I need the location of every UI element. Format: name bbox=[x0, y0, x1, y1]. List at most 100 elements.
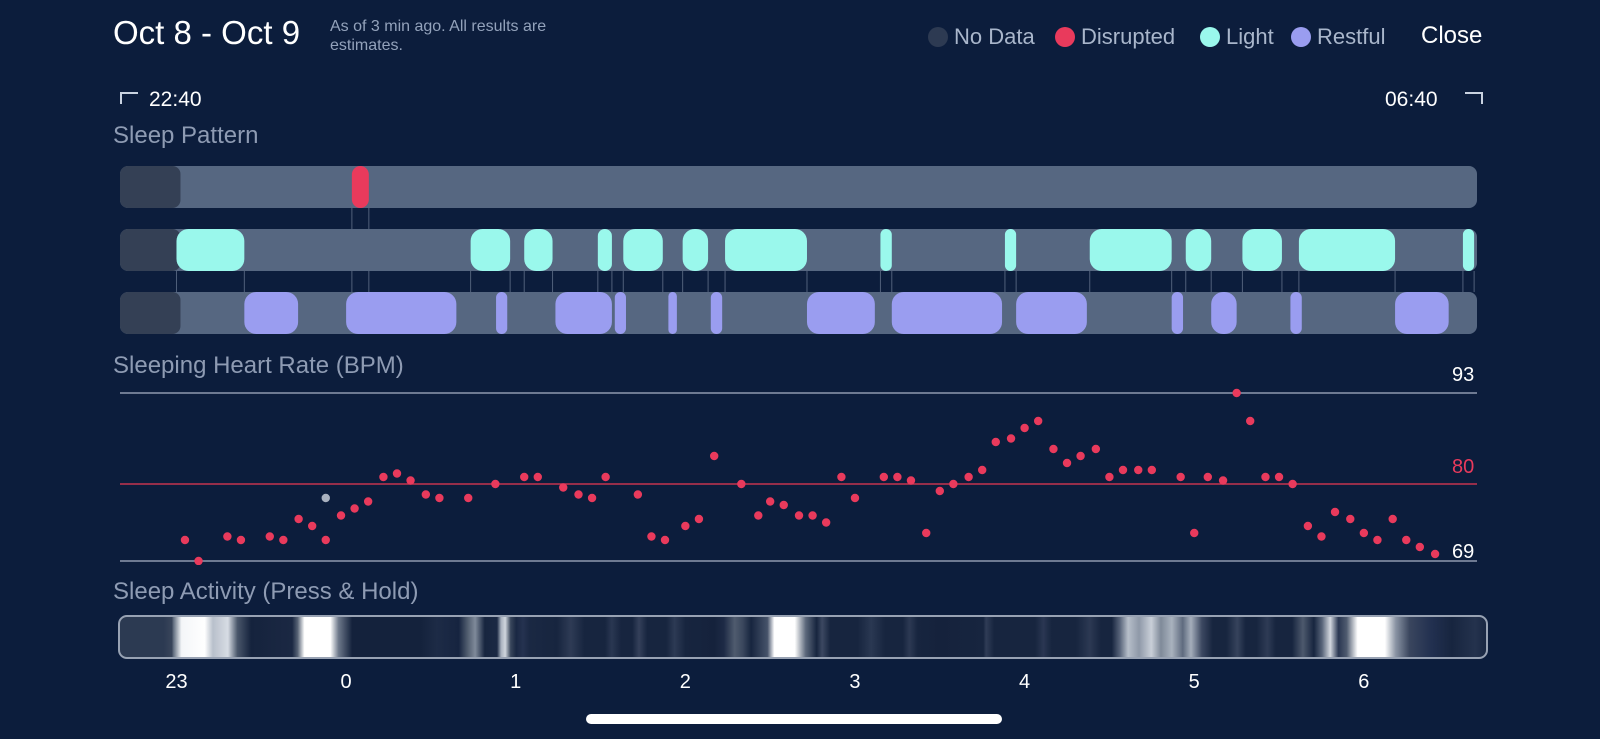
hr-point bbox=[307, 521, 317, 531]
restful-segment bbox=[555, 292, 612, 334]
sleep-activity-bar[interactable] bbox=[118, 615, 1488, 659]
pattern-no-data-2 bbox=[120, 292, 181, 334]
light-segment bbox=[1242, 229, 1282, 271]
restful-segment bbox=[1290, 292, 1302, 334]
hr-point bbox=[265, 532, 274, 541]
hr-point bbox=[1288, 479, 1297, 489]
hr-point bbox=[294, 514, 303, 524]
x-tick-label: 0 bbox=[340, 671, 352, 693]
hr-point bbox=[964, 472, 973, 482]
hr-point bbox=[694, 514, 704, 524]
light-segment bbox=[682, 229, 709, 271]
hr-point bbox=[180, 535, 190, 545]
light-segment bbox=[725, 229, 807, 271]
light-segment bbox=[176, 229, 245, 271]
hr-point bbox=[1261, 472, 1270, 482]
hr-point bbox=[754, 511, 763, 520]
restful-segment bbox=[891, 292, 1003, 334]
hr-point bbox=[533, 472, 542, 482]
hr-point bbox=[1317, 532, 1326, 541]
restful-segment bbox=[710, 292, 723, 334]
light-segment bbox=[880, 229, 892, 271]
light-segment bbox=[1462, 229, 1475, 271]
close-button[interactable]: Close bbox=[1421, 22, 1483, 49]
hr-point bbox=[1176, 472, 1185, 482]
x-tick-label: 1 bbox=[510, 671, 522, 693]
hr-point bbox=[808, 511, 817, 520]
hr-point bbox=[1147, 465, 1157, 475]
sleep-pattern-chart[interactable] bbox=[0, 0, 1600, 340]
hr-point bbox=[991, 437, 1000, 447]
hr-point bbox=[906, 476, 916, 485]
hr-point bbox=[709, 451, 719, 461]
hr-point bbox=[1118, 465, 1128, 475]
hr-point bbox=[1062, 458, 1072, 468]
legend-no-data-label: No Data bbox=[954, 24, 1035, 49]
hr-point bbox=[363, 497, 373, 506]
home-indicator[interactable] bbox=[586, 714, 1002, 724]
restful-dot-icon bbox=[1291, 27, 1311, 47]
light-segment bbox=[470, 229, 511, 271]
hr-point bbox=[1105, 472, 1114, 482]
hr-point bbox=[1359, 528, 1369, 538]
hr-point bbox=[794, 511, 804, 520]
hr-point bbox=[336, 511, 346, 520]
legend-disrupted: Disrupted bbox=[1055, 24, 1175, 50]
hr-point bbox=[1388, 514, 1397, 524]
x-tick-label: 23 bbox=[165, 671, 188, 693]
pattern-no-data-0 bbox=[120, 166, 181, 208]
hr-point bbox=[1006, 434, 1016, 443]
hr-point bbox=[1346, 514, 1355, 524]
hr-point bbox=[491, 479, 500, 489]
hr-point bbox=[435, 493, 444, 503]
hr-point bbox=[949, 479, 958, 489]
hr-point bbox=[1303, 521, 1313, 531]
hr-point bbox=[1091, 444, 1101, 454]
hr-point bbox=[1402, 535, 1411, 545]
range-end-bracket-icon bbox=[1465, 92, 1483, 104]
hr-point bbox=[236, 535, 246, 545]
pattern-no-data-1 bbox=[120, 229, 181, 271]
hr-point bbox=[421, 490, 431, 499]
hr-point bbox=[893, 472, 902, 482]
light-segment bbox=[1089, 229, 1172, 271]
hr-point bbox=[821, 518, 831, 527]
range-start-time: 22:40 bbox=[149, 88, 202, 111]
hr-point bbox=[1134, 465, 1143, 475]
light-segment bbox=[597, 229, 612, 271]
hr-point bbox=[392, 469, 402, 478]
hr-point-outlier bbox=[321, 493, 330, 503]
light-dot-icon bbox=[1200, 27, 1220, 47]
restful-segment bbox=[1016, 292, 1087, 334]
legend-restful: Restful bbox=[1291, 24, 1385, 50]
restful-segment bbox=[346, 292, 457, 334]
hr-point bbox=[1430, 549, 1440, 559]
hr-point bbox=[779, 500, 788, 510]
hr-point bbox=[559, 483, 568, 492]
hr-point bbox=[1415, 542, 1425, 552]
hr-point bbox=[837, 472, 846, 482]
hr-point bbox=[1330, 507, 1340, 517]
restful-segment bbox=[1395, 292, 1449, 334]
hr-point bbox=[1246, 416, 1255, 426]
restful-segment bbox=[1171, 292, 1184, 334]
hr-point bbox=[350, 504, 359, 513]
hr-max-label: 93 bbox=[1452, 364, 1475, 386]
hr-point bbox=[737, 479, 746, 489]
estimate-note: As of 3 min ago. All results are estimat… bbox=[330, 18, 547, 54]
hr-point bbox=[379, 472, 388, 482]
heart-rate-title: Sleeping Heart Rate (BPM) bbox=[113, 352, 404, 379]
restful-segment bbox=[244, 292, 299, 334]
hr-point bbox=[1218, 476, 1228, 485]
hr-point bbox=[574, 490, 583, 499]
hr-point bbox=[633, 490, 643, 499]
hr-point bbox=[879, 472, 889, 482]
sleep-activity-title: Sleep Activity (Press & Hold) bbox=[113, 578, 419, 605]
x-tick-label: 4 bbox=[1019, 671, 1031, 693]
hr-point bbox=[1190, 528, 1199, 538]
hr-point bbox=[520, 472, 529, 482]
hr-point bbox=[681, 521, 690, 531]
hr-point bbox=[647, 532, 656, 541]
heart-rate-chart bbox=[120, 388, 1477, 565]
legend-restful-label: Restful bbox=[1317, 24, 1386, 49]
